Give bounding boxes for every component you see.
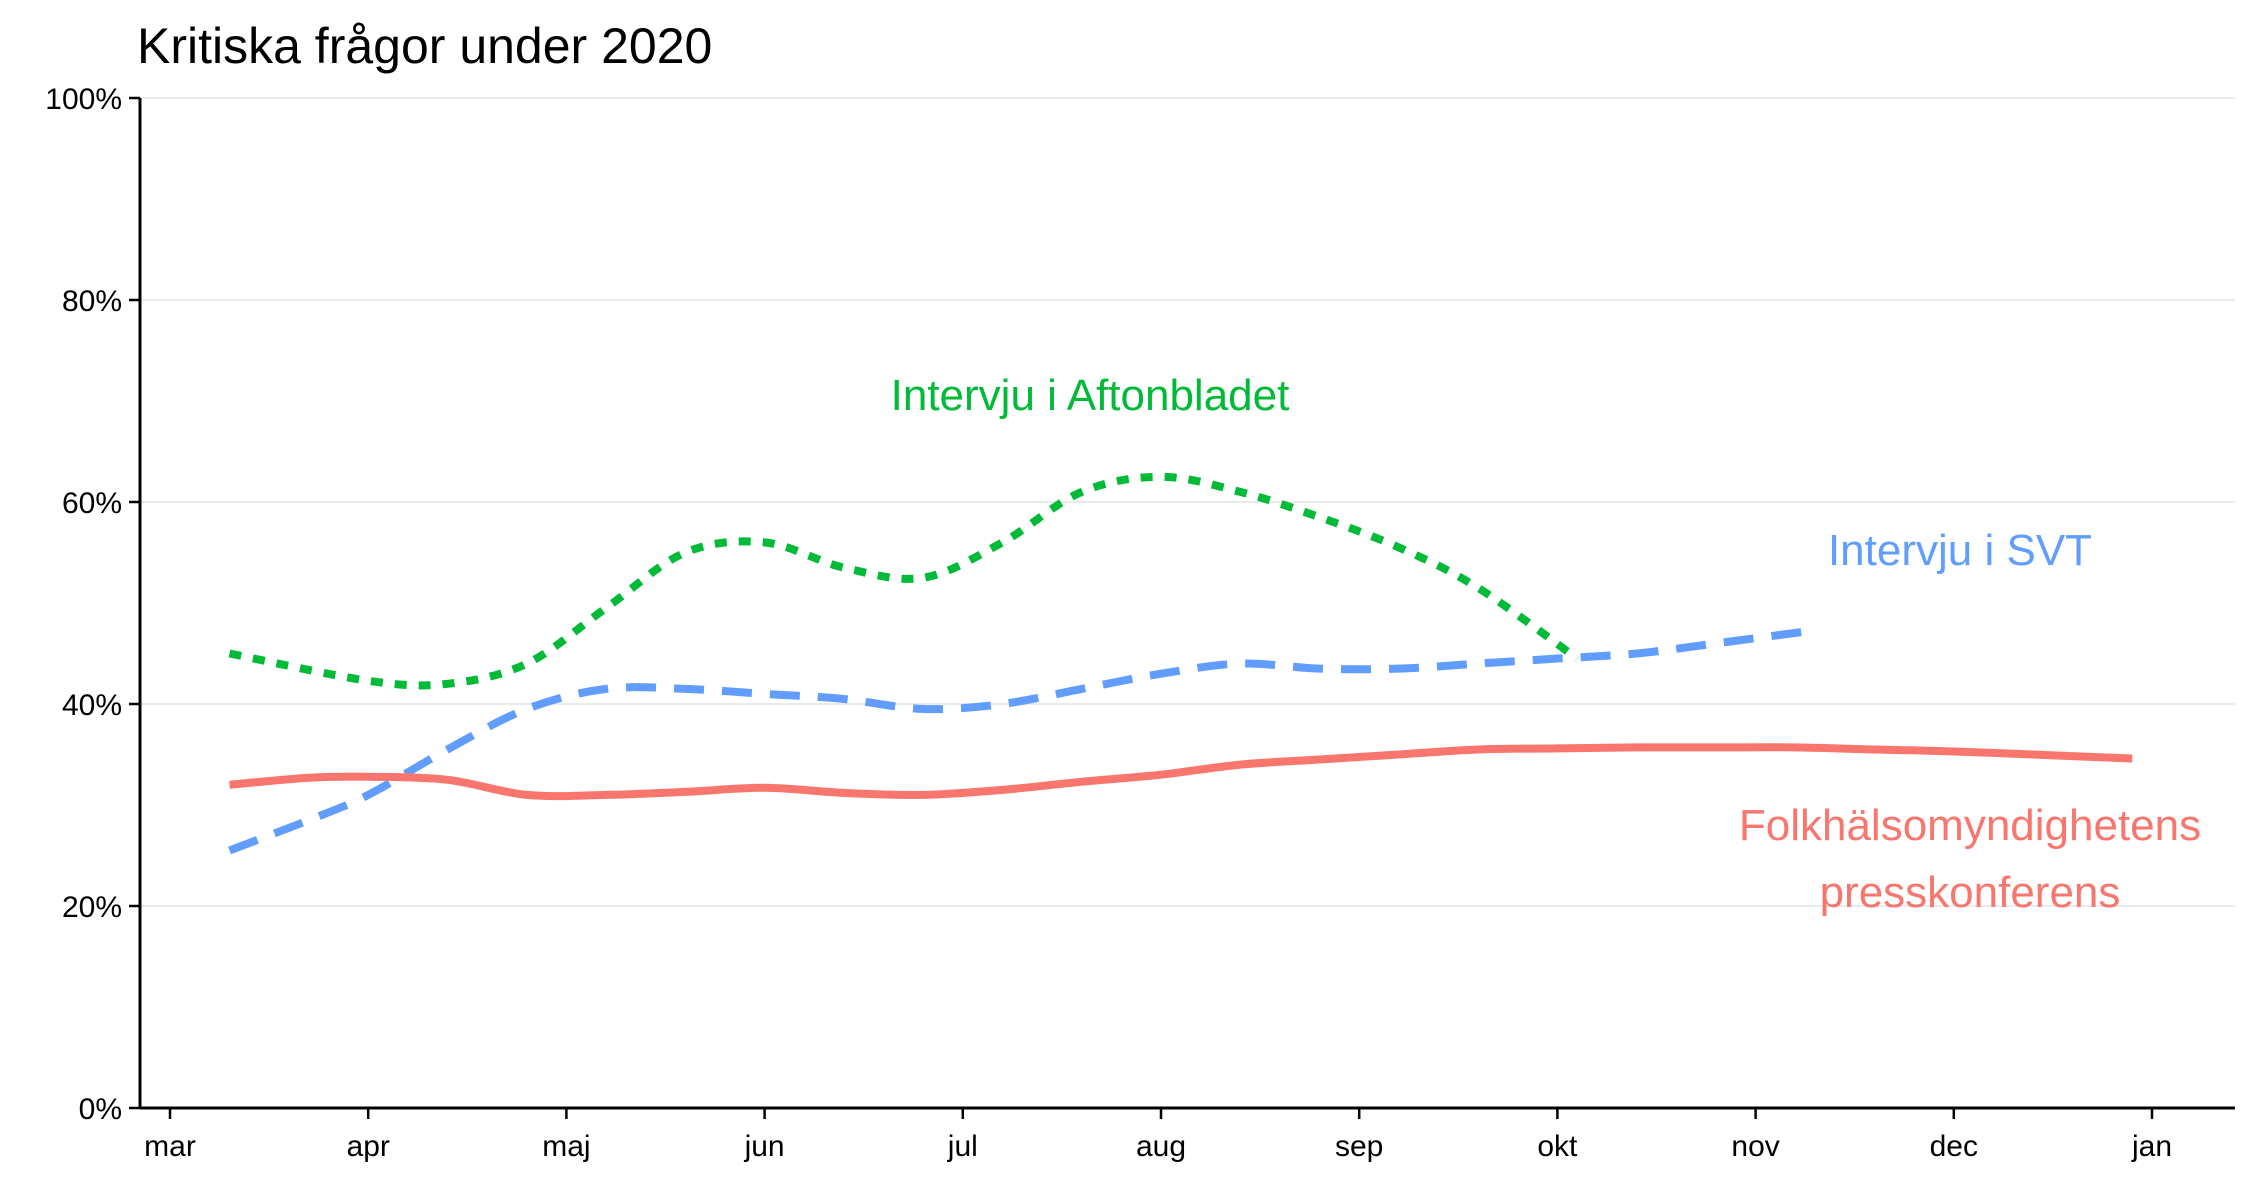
- y-tick-label: 40%: [62, 689, 122, 722]
- series-label-aftonbladet: Intervju i Aftonbladet: [891, 371, 1290, 420]
- x-tick-label: okt: [1537, 1130, 1578, 1163]
- x-tick-label: apr: [347, 1130, 390, 1163]
- x-tick-label: dec: [1930, 1130, 1978, 1163]
- y-tick-label: 80%: [62, 285, 122, 318]
- y-tick-label: 0%: [79, 1093, 122, 1126]
- series-line-folkh-lsomyndighetens-presskonferens: [229, 743, 2133, 801]
- x-tick-label: maj: [542, 1130, 590, 1163]
- y-tick-label: 100%: [45, 83, 122, 116]
- y-tick-label: 60%: [62, 487, 122, 520]
- series-labels: Intervju i Aftonbladet Intervju i SVT Fo…: [891, 371, 2201, 917]
- series-label-svt: Intervju i SVT: [1828, 526, 2092, 575]
- series-line-intervju-i-aftonbladet: [228, 472, 1580, 690]
- chart-title: Kritiska frågor under 2020: [137, 18, 712, 74]
- series-line-intervju-i-svt: [228, 626, 1816, 855]
- series-lines: [228, 472, 2133, 855]
- x-tick-label: aug: [1136, 1130, 1186, 1163]
- gridlines: [140, 97, 2235, 907]
- y-tick-label: 20%: [62, 891, 122, 924]
- x-tick-label: jun: [744, 1130, 785, 1163]
- x-tick-label: jan: [2131, 1130, 2172, 1163]
- x-tick-label: sep: [1335, 1130, 1383, 1163]
- x-tick-label: mar: [144, 1130, 196, 1163]
- series-label-fhm-line1: Folkhälsomyndighetens: [1739, 801, 2201, 850]
- x-tick-label: jul: [947, 1130, 978, 1163]
- axes: 0% 20% 40% 60% 80% 100% mar apr maj jun jul aug sep o…: [45, 83, 2235, 1163]
- x-tick-label: nov: [1731, 1130, 1779, 1163]
- series-label-fhm-line2: presskonferens: [1820, 868, 2121, 917]
